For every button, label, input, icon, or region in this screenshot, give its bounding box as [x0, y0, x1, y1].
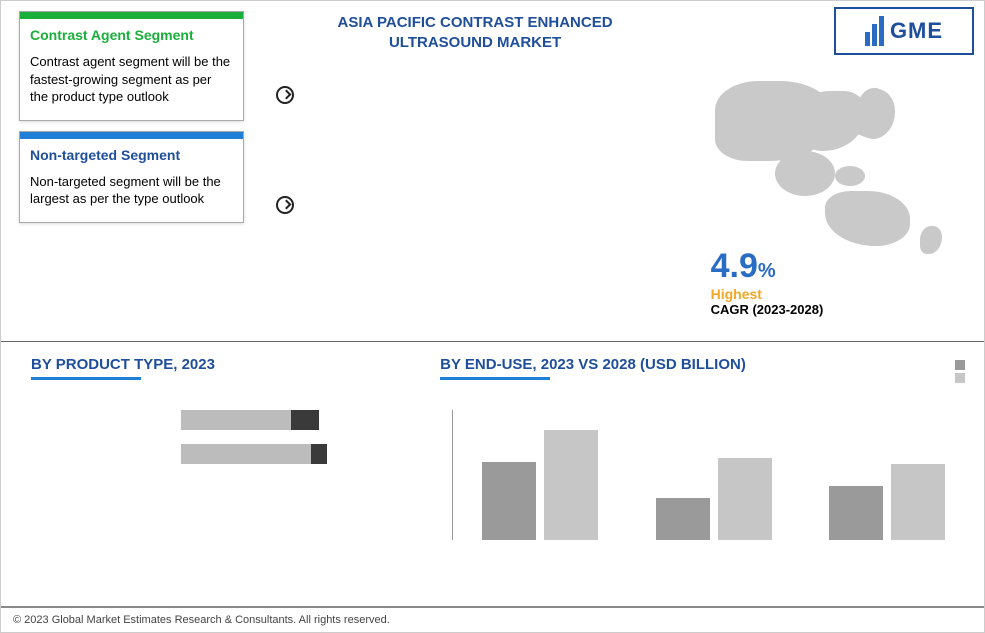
vbar-2023 [482, 462, 536, 540]
vbar-2023 [656, 498, 710, 540]
vbar-2028 [718, 458, 772, 540]
box-title: Non-targeted Segment [20, 139, 243, 167]
vbar-2028 [891, 464, 945, 540]
gme-logo: GME [834, 7, 974, 55]
hbar-row [31, 444, 410, 464]
cagr-period-label: CAGR (2023-2028) [711, 302, 824, 317]
vbar-group [656, 458, 772, 540]
legend-item [955, 360, 970, 370]
cagr-block: 4.9% Highest CAGR (2023-2028) [711, 247, 824, 317]
right-column: GME 4.9% Highest CAGR (2023-2028) [695, 1, 984, 341]
info-box-contrast-agent: Contrast Agent Segment Contrast agent se… [19, 11, 244, 121]
top-row: Contrast Agent Segment Contrast agent se… [1, 1, 984, 341]
logo-text: GME [890, 18, 943, 44]
bullet-row-1 [256, 72, 695, 140]
vbar-group [829, 464, 945, 540]
hbar-row [31, 410, 410, 430]
chart-end-use: BY END-USE, 2023 VS 2028 (USD BILLION) [430, 342, 984, 586]
hbar-segment [181, 444, 311, 464]
chart-underline [31, 377, 141, 380]
legend-swatch [955, 373, 965, 383]
cagr-highest-label: Highest [711, 286, 824, 302]
cagr-number: 4.9 [711, 247, 758, 285]
box-body: Contrast agent segment will be the faste… [20, 47, 243, 120]
info-boxes-column: Contrast Agent Segment Contrast agent se… [1, 1, 256, 341]
legend-item [955, 373, 970, 383]
box-body: Non-targeted segment will be the largest… [20, 167, 243, 222]
chart-title: BY END-USE, 2023 VS 2028 (USD BILLION) [440, 356, 974, 377]
chart-title: BY PRODUCT TYPE, 2023 [31, 356, 410, 377]
chevron-circle-icon [276, 196, 294, 214]
vbar-2028 [544, 430, 598, 540]
chart-legend [955, 360, 970, 386]
hbar-segment [181, 410, 291, 430]
cagr-value: 4.9% [711, 247, 824, 286]
charts-row: BY PRODUCT TYPE, 2023 BY END-USE, 2023 V… [1, 341, 984, 586]
vbar-group [482, 430, 598, 540]
info-box-non-targeted: Non-targeted Segment Non-targeted segmen… [19, 131, 244, 223]
hbar-container [31, 410, 410, 464]
hbar-track [181, 410, 319, 430]
box-accent-bar [20, 12, 243, 19]
legend-swatch [955, 360, 965, 370]
vbar-container [452, 410, 974, 540]
box-title: Contrast Agent Segment [20, 19, 243, 47]
hbar-track [181, 444, 327, 464]
asia-pacific-map-icon [695, 71, 975, 241]
chevron-circle-icon [276, 86, 294, 104]
vbar-2023 [829, 486, 883, 540]
logo-bars-icon [865, 16, 884, 46]
center-column: ASIA PACIFIC CONTRAST ENHANCED ULTRASOUN… [256, 1, 695, 341]
main-title: ASIA PACIFIC CONTRAST ENHANCED ULTRASOUN… [256, 13, 695, 72]
hbar-segment [311, 444, 327, 464]
bullet-row-2 [256, 140, 695, 250]
chart-product-type: BY PRODUCT TYPE, 2023 [1, 342, 430, 586]
hbar-segment [291, 410, 319, 430]
chart-underline [440, 377, 550, 380]
box-accent-bar [20, 132, 243, 139]
copyright-footer: © 2023 Global Market Estimates Research … [1, 606, 984, 632]
cagr-percent-sign: % [758, 260, 776, 282]
